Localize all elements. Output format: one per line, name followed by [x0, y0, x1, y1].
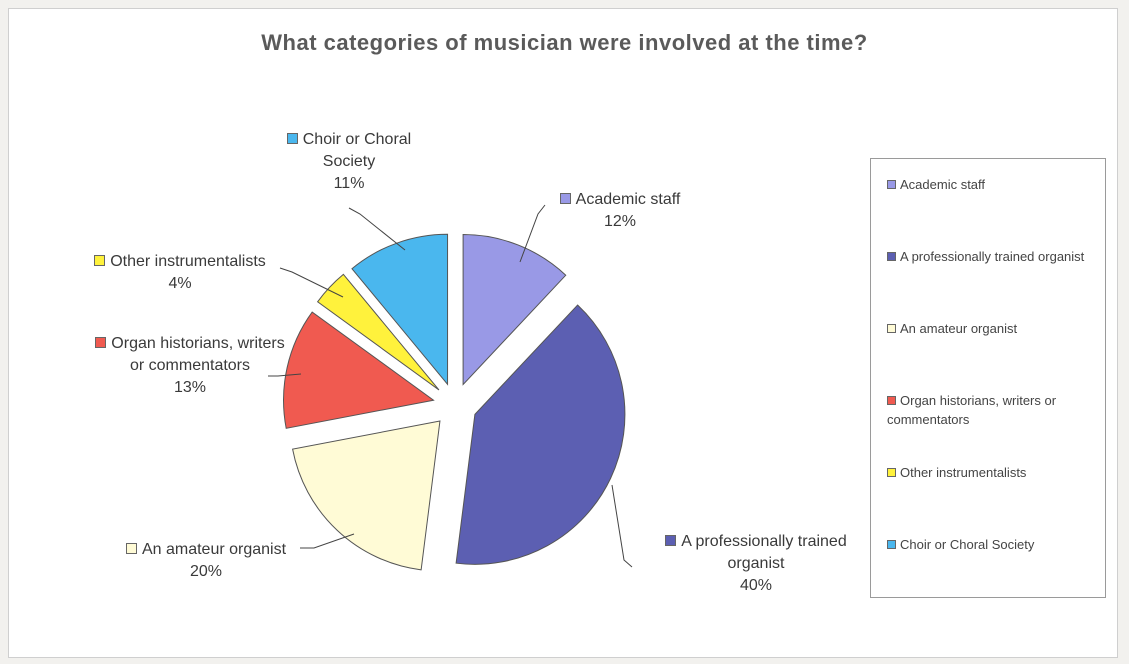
- pie-slice-academic-staff: [462, 234, 567, 386]
- leader-line-choir: [348, 207, 406, 251]
- chart-title: What categories of musician were involve…: [261, 30, 868, 55]
- slice-label-choir: Choir or Choral Society 11%: [269, 129, 429, 195]
- pie-slice-amateur-organist: [292, 420, 441, 571]
- legend-item-academic-staff: Academic staff: [887, 175, 1099, 194]
- swatch-organ-historians: [95, 336, 107, 348]
- slice-label-organ-historians: Organ historians, writers or commentator…: [90, 333, 290, 399]
- leader-line-amateur-organist: [300, 533, 355, 549]
- legend-item-professional-organist: A professionally trained organist: [887, 247, 1099, 266]
- legend-swatch: [887, 468, 896, 478]
- legend-swatch: [887, 540, 896, 550]
- leader-line-professional-organist: [611, 484, 633, 568]
- slice-label-academic-staff: Academic staff 12%: [520, 189, 720, 233]
- legend-item-other-instrumentalists: Other instrumentalists: [887, 463, 1099, 482]
- legend-swatch: [887, 396, 896, 406]
- swatch-other-instrumentalists: [94, 254, 106, 266]
- leader-line-other-instrumentalists: [279, 267, 344, 298]
- legend-item-choir: Choir or Choral Society: [887, 535, 1099, 554]
- pie-slice-professional-organist: [455, 304, 626, 565]
- legend-item-organ-historians: Organ historians, writers or commentator…: [887, 393, 1057, 427]
- leader-line-organ-historians: [268, 373, 302, 377]
- swatch-professional-organist: [665, 534, 677, 546]
- legend-swatch: [887, 180, 896, 190]
- legend: Academic staff A professionally trained …: [870, 158, 1106, 598]
- swatch-choir: [286, 132, 298, 144]
- swatch-academic-staff: [559, 192, 571, 204]
- swatch-amateur-organist: [125, 542, 137, 554]
- slice-label-amateur-organist: An amateur organist 20%: [96, 539, 316, 583]
- pie-slice-other-instrumentalists: [316, 273, 440, 391]
- legend-swatch: [887, 324, 896, 334]
- pie-slice-organ-historians: [283, 311, 435, 429]
- legend-item-amateur-organist: An amateur organist: [887, 319, 1099, 338]
- slice-label-professional-organist: A professionally trained organist 40%: [636, 531, 876, 597]
- legend-swatch: [887, 252, 896, 262]
- leader-line-academic-staff: [519, 204, 546, 263]
- slice-label-other-instrumentalists: Other instrumentalists 4%: [50, 251, 310, 295]
